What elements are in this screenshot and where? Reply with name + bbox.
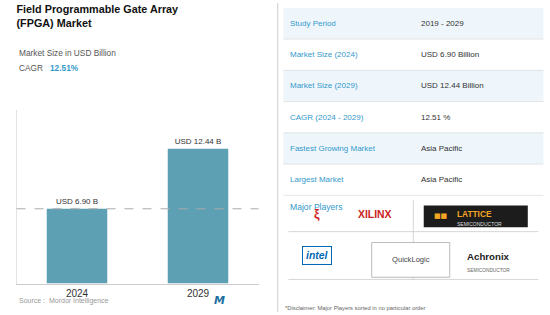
svg-text:Fastest Growing Market: Fastest Growing Market bbox=[290, 144, 376, 153]
svg-text:intel: intel bbox=[306, 250, 328, 261]
svg-text:SEMICONDUCTOR: SEMICONDUCTOR bbox=[457, 221, 502, 227]
svg-text:Market Size (2024): Market Size (2024) bbox=[290, 50, 358, 59]
svg-text:Major Players: Major Players bbox=[290, 202, 343, 212]
svg-text:Asia Pacific: Asia Pacific bbox=[421, 144, 462, 153]
svg-text:Study Period: Study Period bbox=[290, 19, 336, 28]
svg-text:2024: 2024 bbox=[66, 288, 89, 299]
svg-text:Achronix: Achronix bbox=[467, 251, 510, 262]
svg-text:QuickLogic: QuickLogic bbox=[392, 255, 430, 264]
svg-text:USD 12.44 Billion: USD 12.44 Billion bbox=[421, 81, 484, 90]
svg-text:ξ: ξ bbox=[314, 207, 320, 221]
svg-text:XILINX: XILINX bbox=[358, 209, 392, 220]
svg-text:Market Size in USD Billion: Market Size in USD Billion bbox=[19, 48, 116, 58]
svg-text:Largest Market: Largest Market bbox=[290, 175, 344, 184]
svg-text:*Disclaimer: Major Players sor: *Disclaimer: Major Players sorted in no … bbox=[285, 305, 426, 311]
svg-text:LATTICE: LATTICE bbox=[457, 209, 492, 219]
svg-text:USD 12.44 B: USD 12.44 B bbox=[175, 137, 222, 146]
svg-text:12.51 %: 12.51 % bbox=[421, 113, 450, 122]
svg-text:Source : Mordor Intelligence: Source : Mordor Intelligence bbox=[19, 297, 109, 305]
svg-text:M: M bbox=[214, 294, 225, 307]
svg-text:USD 6.90 Billion: USD 6.90 Billion bbox=[421, 50, 479, 59]
svg-text:■■: ■■ bbox=[434, 212, 447, 220]
svg-text:2019 - 2029: 2019 - 2029 bbox=[421, 19, 464, 28]
svg-text:Market Size (2029): Market Size (2029) bbox=[290, 81, 358, 90]
svg-text:Asia Pacific: Asia Pacific bbox=[421, 175, 462, 184]
svg-text:12.51%: 12.51% bbox=[50, 63, 79, 73]
svg-text:2029: 2029 bbox=[187, 288, 210, 299]
svg-text:CAGR: CAGR bbox=[19, 63, 43, 73]
svg-text:USD 6.90 B: USD 6.90 B bbox=[56, 197, 98, 206]
svg-text:Field Programmable Gate Array(: Field Programmable Gate Array(FPGA) Mark… bbox=[17, 3, 179, 29]
svg-text:SEMICONDUCTOR: SEMICONDUCTOR bbox=[467, 268, 510, 273]
svg-text:CAGR (2024 - 2029): CAGR (2024 - 2029) bbox=[290, 113, 364, 122]
